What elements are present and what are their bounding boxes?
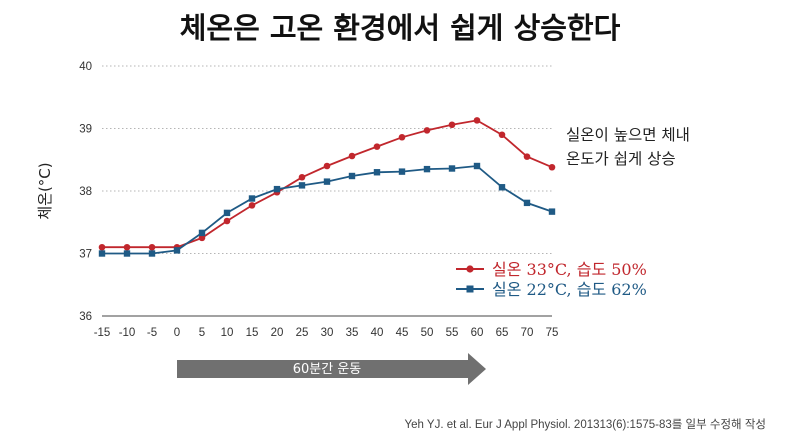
legend-marker-hot bbox=[466, 265, 474, 273]
data-point-series-0 bbox=[398, 133, 406, 141]
y-tick-label: 39 bbox=[79, 124, 92, 136]
x-tick-label: 20 bbox=[271, 327, 284, 339]
grid bbox=[102, 65, 552, 254]
y-tick-label: 37 bbox=[79, 249, 92, 261]
exercise-arrow: 60분간 운동 bbox=[177, 353, 486, 385]
data-point-series-1 bbox=[148, 250, 156, 257]
data-point-series-0 bbox=[148, 243, 156, 251]
y-tick-label: 40 bbox=[79, 61, 92, 73]
data-point-series-1 bbox=[223, 209, 231, 217]
x-tick-label: 75 bbox=[546, 327, 559, 339]
x-tick-label: 15 bbox=[246, 327, 259, 339]
series-group bbox=[98, 117, 556, 257]
data-point-series-0 bbox=[348, 152, 356, 160]
data-point-series-0 bbox=[498, 131, 506, 139]
x-tick-label: 35 bbox=[346, 327, 359, 339]
x-tick-label: 25 bbox=[296, 327, 309, 339]
data-point-series-1 bbox=[273, 185, 281, 193]
data-point-series-1 bbox=[323, 178, 331, 185]
exercise-arrow-label: 60분간 운동 bbox=[293, 362, 362, 377]
x-tick-labels: -15 -10 -5 0 5 10 15 20 25 30 35 40 45 50 55 60 65 70 75 bbox=[94, 327, 559, 339]
x-tick-label: 50 bbox=[421, 327, 434, 339]
data-point-series-1 bbox=[248, 195, 256, 202]
x-tick-label: -10 bbox=[119, 327, 136, 339]
data-point-series-0 bbox=[448, 121, 456, 129]
data-point-series-1 bbox=[173, 247, 181, 254]
y-tick-labels: 36 37 38 39 40 bbox=[79, 61, 92, 323]
data-point-series-1 bbox=[548, 208, 556, 215]
chart-title: 체온은 고온 환경에서 쉽게 상승한다 bbox=[180, 11, 621, 45]
data-point-series-0 bbox=[373, 143, 381, 150]
legend: 실온 33°C, 습도 50% 실온 22°C, 습도 62% bbox=[456, 260, 647, 299]
data-point-series-0 bbox=[123, 243, 131, 251]
data-point-series-0 bbox=[523, 153, 531, 160]
data-point-series-1 bbox=[348, 172, 356, 180]
y-axis-label: 체온(°C) bbox=[36, 162, 54, 219]
x-tick-label: 60 bbox=[471, 327, 484, 339]
x-tick-label: 30 bbox=[321, 327, 334, 339]
data-point-series-0 bbox=[323, 162, 331, 170]
data-point-series-1 bbox=[423, 165, 431, 173]
x-tick-label: -15 bbox=[94, 327, 111, 339]
y-tick-label: 38 bbox=[79, 186, 92, 198]
data-point-series-1 bbox=[198, 229, 206, 237]
legend-marker-cool bbox=[466, 285, 474, 293]
annotation-line-1: 실온이 높으면 체내 bbox=[566, 126, 690, 144]
data-point-series-0 bbox=[298, 173, 306, 181]
y-tick-label: 36 bbox=[79, 311, 92, 323]
data-point-series-0 bbox=[423, 127, 431, 134]
x-tick-label: 70 bbox=[521, 327, 534, 339]
data-point-series-0 bbox=[473, 117, 481, 124]
data-point-series-1 bbox=[398, 168, 406, 175]
data-point-series-1 bbox=[298, 182, 306, 189]
data-point-series-1 bbox=[123, 250, 131, 257]
data-point-series-0 bbox=[548, 163, 556, 171]
x-tick-label: 45 bbox=[396, 327, 409, 339]
data-point-series-1 bbox=[373, 169, 381, 176]
x-tick-label: 0 bbox=[174, 327, 180, 339]
x-tick-label: 55 bbox=[446, 327, 459, 339]
x-tick-label: 40 bbox=[371, 327, 384, 339]
data-point-series-0 bbox=[248, 202, 256, 209]
data-point-series-0 bbox=[98, 243, 106, 251]
data-point-series-1 bbox=[473, 162, 481, 170]
data-point-series-0 bbox=[198, 234, 206, 242]
data-point-series-1 bbox=[523, 199, 531, 207]
legend-label-hot: 실온 33°C, 습도 50% bbox=[492, 260, 647, 279]
source-citation: Yeh YJ. et al. Eur J Appl Physiol. 20131… bbox=[405, 417, 766, 431]
x-tick-label: 65 bbox=[496, 327, 509, 339]
x-tick-label: -5 bbox=[147, 327, 157, 339]
data-point-series-1 bbox=[498, 184, 506, 191]
exercise-arrow-shape bbox=[177, 353, 486, 385]
x-tick-label: 5 bbox=[199, 327, 205, 339]
data-point-series-0 bbox=[223, 217, 231, 225]
x-tick-label: 10 bbox=[221, 327, 234, 339]
data-point-series-1 bbox=[98, 250, 106, 257]
data-point-series-1 bbox=[448, 165, 456, 172]
legend-label-cool: 실온 22°C, 습도 62% bbox=[492, 280, 647, 299]
annotation-line-2: 온도가 쉽게 상승 bbox=[566, 150, 676, 168]
